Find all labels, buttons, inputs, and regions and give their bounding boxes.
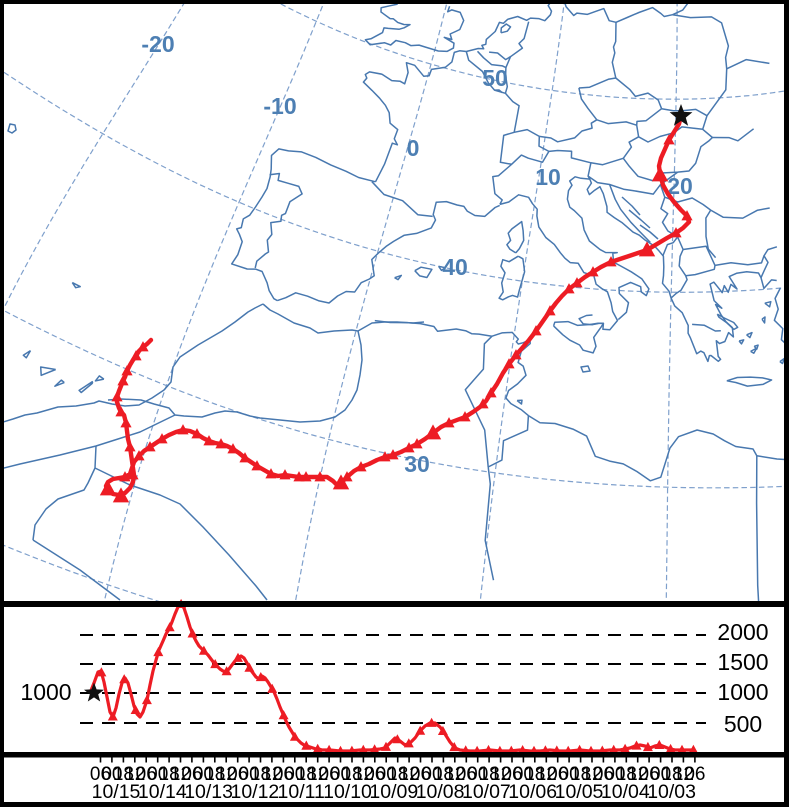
- svg-text:06: 06: [273, 764, 294, 785]
- svg-text:06: 06: [684, 764, 705, 785]
- svg-text:2000: 2000: [717, 619, 768, 645]
- svg-text:10/07: 10/07: [462, 781, 511, 803]
- svg-text:18: 18: [433, 764, 454, 785]
- svg-text:10/13: 10/13: [184, 781, 233, 803]
- svg-text:10/05: 10/05: [555, 781, 604, 803]
- svg-text:00: 00: [147, 764, 168, 785]
- svg-text:06: 06: [90, 764, 111, 785]
- svg-text:40: 40: [442, 254, 468, 280]
- svg-text:00: 00: [650, 764, 671, 785]
- svg-text:10/04: 10/04: [601, 781, 650, 803]
- svg-text:10/11: 10/11: [278, 781, 325, 803]
- svg-text:00: 00: [467, 764, 488, 785]
- svg-text:00: 00: [559, 764, 580, 785]
- svg-text:1000: 1000: [20, 679, 71, 705]
- svg-text:06: 06: [227, 764, 248, 785]
- svg-text:12: 12: [673, 764, 694, 785]
- svg-text:12: 12: [170, 764, 191, 785]
- svg-text:12: 12: [581, 764, 602, 785]
- svg-text:500: 500: [724, 711, 762, 737]
- svg-text:00: 00: [421, 764, 442, 785]
- svg-text:06: 06: [181, 764, 202, 785]
- svg-text:00: 00: [604, 764, 625, 785]
- svg-text:10/12: 10/12: [230, 781, 279, 803]
- svg-text:50: 50: [482, 65, 508, 91]
- svg-text:06: 06: [364, 764, 385, 785]
- svg-text:12: 12: [261, 764, 282, 785]
- svg-text:18: 18: [661, 764, 682, 785]
- svg-text:10/15: 10/15: [92, 781, 141, 803]
- svg-text:18: 18: [387, 764, 408, 785]
- svg-text:10/03: 10/03: [647, 781, 696, 803]
- svg-text:06: 06: [456, 764, 477, 785]
- svg-text:12: 12: [216, 764, 237, 785]
- svg-text:00: 00: [101, 764, 122, 785]
- svg-text:18: 18: [204, 764, 225, 785]
- svg-text:12: 12: [124, 764, 145, 785]
- svg-text:12: 12: [353, 764, 374, 785]
- svg-text:20: 20: [667, 173, 693, 199]
- svg-text:30: 30: [404, 451, 430, 477]
- svg-text:06: 06: [410, 764, 431, 785]
- svg-text:12: 12: [444, 764, 465, 785]
- svg-text:06: 06: [501, 764, 522, 785]
- svg-text:18: 18: [296, 764, 317, 785]
- svg-text:12: 12: [307, 764, 328, 785]
- svg-text:-10: -10: [263, 93, 296, 119]
- svg-text:00: 00: [513, 764, 534, 785]
- svg-text:10/06: 10/06: [508, 781, 557, 803]
- svg-text:10/08: 10/08: [416, 781, 465, 803]
- svg-text:12: 12: [627, 764, 648, 785]
- svg-text:1000: 1000: [717, 679, 768, 705]
- svg-text:18: 18: [479, 764, 500, 785]
- svg-text:18: 18: [159, 764, 180, 785]
- svg-text:10/10: 10/10: [323, 781, 372, 803]
- svg-text:00: 00: [376, 764, 397, 785]
- svg-text:-20: -20: [141, 31, 174, 57]
- svg-text:18: 18: [616, 764, 637, 785]
- svg-text:12: 12: [536, 764, 557, 785]
- svg-text:18: 18: [113, 764, 134, 785]
- svg-text:00: 00: [330, 764, 351, 785]
- svg-text:18: 18: [250, 764, 271, 785]
- svg-text:18: 18: [524, 764, 545, 785]
- svg-text:10: 10: [535, 164, 561, 190]
- svg-text:10/14: 10/14: [138, 781, 187, 803]
- svg-text:00: 00: [284, 764, 305, 785]
- svg-text:0: 0: [407, 135, 420, 161]
- svg-text:18: 18: [341, 764, 362, 785]
- svg-text:10/09: 10/09: [369, 781, 418, 803]
- svg-text:06: 06: [319, 764, 340, 785]
- svg-text:06: 06: [639, 764, 660, 785]
- svg-text:18: 18: [570, 764, 591, 785]
- svg-text:12: 12: [399, 764, 420, 785]
- svg-text:1500: 1500: [717, 649, 768, 675]
- svg-text:00: 00: [193, 764, 214, 785]
- svg-text:00: 00: [239, 764, 260, 785]
- svg-text:06: 06: [136, 764, 157, 785]
- svg-text:06: 06: [547, 764, 568, 785]
- svg-text:06: 06: [593, 764, 614, 785]
- svg-text:12: 12: [490, 764, 511, 785]
